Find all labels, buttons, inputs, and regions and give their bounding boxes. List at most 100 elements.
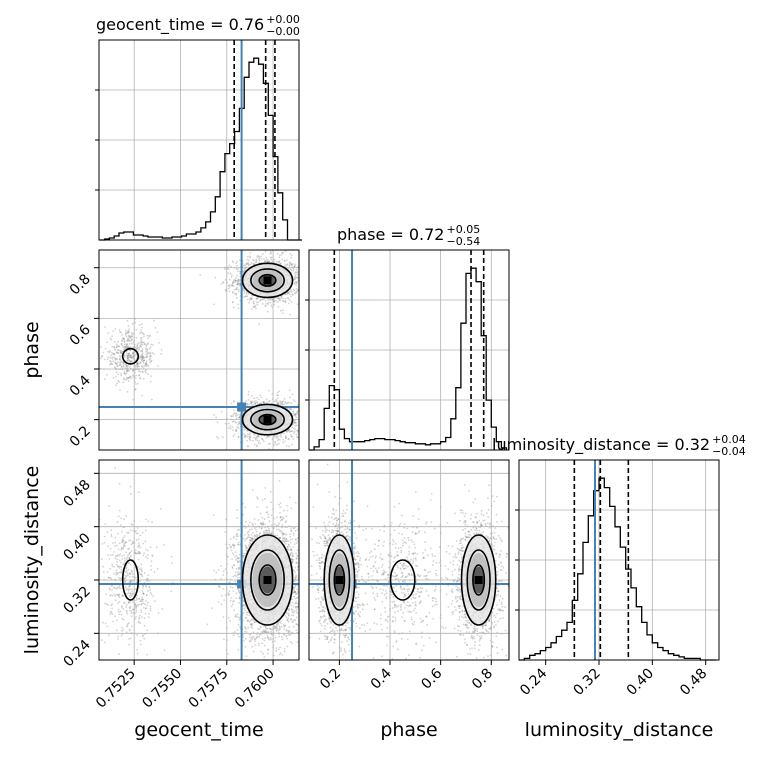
- sample-point: [294, 413, 297, 416]
- sample-point: [293, 289, 296, 292]
- sample-point: [132, 351, 135, 354]
- sample-point: [231, 301, 234, 303]
- sample-point: [288, 629, 291, 632]
- sample-point: [268, 260, 270, 263]
- sample-point: [290, 618, 292, 621]
- sample-point: [253, 443, 256, 446]
- sample-point: [269, 301, 272, 304]
- sample-point: [150, 355, 152, 358]
- sample-point: [235, 430, 238, 432]
- sample-point: [288, 609, 290, 612]
- sample-point: [115, 346, 118, 348]
- sample-point: [114, 328, 117, 330]
- sample-point: [276, 528, 278, 531]
- sample-point: [232, 420, 235, 422]
- sample-point: [287, 548, 290, 551]
- sample-point: [294, 271, 297, 274]
- sample-point: [246, 611, 249, 613]
- sample-point: [294, 274, 297, 277]
- sample-point: [120, 372, 123, 375]
- sample-point: [222, 281, 224, 283]
- sample-point: [273, 299, 275, 301]
- sample-point: [143, 359, 146, 362]
- sample-point: [242, 287, 245, 289]
- sample-point: [284, 624, 286, 627]
- sample-point: [306, 270, 308, 272]
- sample-point: [135, 367, 137, 369]
- sample-point: [238, 416, 241, 419]
- sample-point: [250, 402, 253, 405]
- sample-point: [122, 361, 125, 363]
- sample-point: [296, 410, 299, 413]
- sample-point: [256, 534, 259, 537]
- sample-point: [269, 442, 271, 445]
- sample-point: [307, 564, 309, 566]
- sample-point: [149, 380, 152, 383]
- sample-point: [236, 556, 239, 559]
- sample-point: [278, 390, 280, 393]
- sample-point: [237, 561, 240, 564]
- sample-point: [255, 301, 258, 304]
- sample-point: [128, 356, 131, 359]
- sample-point: [129, 336, 132, 338]
- sample-point: [292, 587, 295, 590]
- sample-point: [286, 402, 289, 404]
- sample-point: [232, 291, 235, 293]
- sample-point: [293, 282, 296, 284]
- sample-point: [120, 355, 123, 358]
- sample-point: [129, 349, 132, 352]
- sample-point: [113, 366, 116, 369]
- sample-point: [256, 434, 259, 437]
- sample-point: [270, 258, 273, 261]
- sample-point: [254, 535, 257, 538]
- sample-point: [265, 529, 268, 532]
- sample-point: [124, 363, 127, 366]
- sample-point: [145, 345, 148, 347]
- sample-point: [280, 532, 283, 535]
- sample-point: [235, 533, 238, 536]
- sample-point: [279, 434, 282, 437]
- sample-point: [260, 258, 263, 260]
- sample-point: [282, 441, 284, 444]
- sample-point: [125, 365, 128, 368]
- sample-point: [294, 419, 297, 422]
- sample-point: [144, 363, 147, 366]
- sample-point: [236, 279, 239, 282]
- sample-point: [295, 605, 297, 608]
- sample-point: [231, 284, 234, 287]
- sample-point: [300, 566, 302, 568]
- sample-point: [256, 496, 258, 499]
- sample-point: [117, 352, 120, 354]
- sample-point: [256, 506, 259, 508]
- sample-point: [234, 571, 237, 574]
- sample-point: [123, 370, 126, 373]
- sample-point: [111, 357, 114, 360]
- sample-point: [267, 299, 270, 301]
- sample-point: [300, 539, 302, 541]
- sample-point: [281, 403, 284, 406]
- sample-point: [237, 649, 240, 651]
- sample-point: [264, 629, 267, 632]
- sample-point: [119, 364, 122, 367]
- sample-point: [227, 594, 230, 596]
- sample-point: [290, 254, 293, 257]
- sample-point: [290, 430, 293, 432]
- sample-point: [125, 343, 128, 346]
- sample-point: [250, 401, 253, 404]
- sample-point: [255, 298, 258, 301]
- sample-point: [238, 573, 241, 576]
- sample-point: [275, 398, 278, 401]
- sample-point: [140, 356, 143, 359]
- sample-point: [244, 626, 246, 628]
- sample-point: [100, 357, 102, 360]
- sample-point: [300, 408, 302, 410]
- sample-point: [141, 326, 143, 329]
- sample-point: [125, 364, 127, 367]
- sample-point: [288, 401, 290, 404]
- sample-point: [231, 291, 234, 294]
- sample-point: [227, 287, 230, 290]
- sample-point: [115, 357, 118, 360]
- sample-point: [246, 439, 249, 442]
- sample-point: [301, 613, 303, 615]
- sample-point: [146, 356, 148, 358]
